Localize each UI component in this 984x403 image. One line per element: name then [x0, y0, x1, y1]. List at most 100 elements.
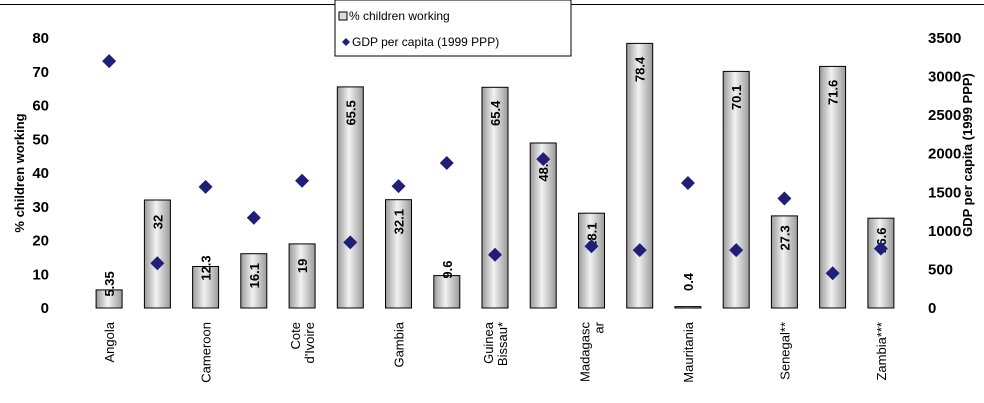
bar-2	[192, 266, 220, 309]
legend: % children working GDP per capita (1999 …	[334, 0, 572, 57]
left-tick-60: 60	[32, 98, 49, 115]
category-label-2: Cameroon	[199, 322, 214, 383]
bar-9	[529, 142, 557, 309]
category-label-16: Zambia***	[874, 322, 889, 381]
category-label-line-0-0: Angola	[102, 321, 117, 362]
bar-1	[143, 199, 171, 309]
bar-4	[288, 243, 316, 309]
bar-3	[240, 253, 268, 309]
gdp-marker-13	[729, 243, 744, 258]
category-label-line-4-0: Cote	[288, 322, 303, 349]
bar-value-label-14: 27.3	[777, 225, 792, 250]
bar-value-label-15: 71.6	[826, 80, 841, 105]
left-tick-20: 20	[32, 233, 49, 250]
bar-5	[336, 86, 364, 309]
category-labels: Angola Cameroon Coted'Ivoire Gambia GuineaBi…	[102, 321, 889, 382]
category-label-14: Senegal**	[777, 322, 792, 380]
category-label-line-2-0: Cameroon	[199, 322, 214, 383]
bar-0	[95, 289, 123, 309]
category-label-0: Angola	[102, 321, 117, 362]
markers-group	[102, 54, 888, 281]
gdp-marker-8	[488, 247, 502, 262]
gdp-marker-6	[391, 179, 406, 194]
right-tick-3000: 3000	[928, 69, 961, 86]
legend-label-gdp: GDP per capita (1999 PPP)	[352, 35, 499, 49]
bar-6	[385, 199, 412, 309]
category-label-line-10-0: Madagasc	[578, 322, 593, 382]
right-tick-1000: 1000	[928, 223, 961, 240]
left-tick-70: 70	[32, 64, 49, 81]
right-axis-ticks: 0 500 1000 1500 2000 2500 3000 3500	[928, 30, 961, 317]
bar-value-label-13: 70.1	[729, 85, 744, 110]
left-tick-40: 40	[32, 165, 49, 182]
gdp-marker-16	[873, 241, 888, 256]
bar-7	[433, 275, 461, 309]
category-label-8: GuineaBissau*	[481, 321, 510, 366]
right-tick-1500: 1500	[928, 184, 961, 201]
gdp-marker-7	[439, 155, 454, 170]
gdp-marker-2	[198, 179, 213, 194]
bar-value-label-8: 65.4	[488, 100, 503, 126]
right-tick-0: 0	[928, 300, 936, 317]
category-label-line-8-1: Bissau*	[495, 322, 510, 366]
bar-value-label-12: 0.4	[681, 272, 696, 291]
bar-10	[578, 212, 605, 309]
category-label-line-12-0: Mauritania	[681, 321, 696, 382]
legend-box	[334, 0, 572, 57]
gdp-marker-0	[102, 54, 117, 69]
left-tick-30: 30	[32, 199, 49, 216]
category-label-line-10-1: ar	[592, 321, 607, 333]
y-axis-title: % children working	[12, 113, 27, 232]
right-tick-2000: 2000	[928, 146, 961, 163]
gdp-marker-9	[536, 152, 551, 167]
bar-value-label-1: 32	[150, 215, 165, 229]
right-tick-3500: 3500	[928, 30, 961, 47]
left-tick-80: 80	[32, 30, 49, 47]
bar-value-label-7: 9.6	[440, 261, 455, 279]
bar-14	[770, 215, 798, 309]
legend-diamond-marker	[342, 38, 350, 46]
gdp-marker-11	[632, 243, 647, 258]
category-label-line-4-1: d'Ivoire	[302, 322, 317, 364]
right-tick-2500: 2500	[928, 107, 961, 124]
gdp-marker-1	[150, 256, 165, 271]
bar-value-label-3: 16.1	[247, 263, 262, 288]
bar-11	[626, 42, 654, 309]
left-tick-10: 10	[32, 266, 49, 283]
category-label-4: Coted'Ivoire	[288, 322, 317, 364]
bar-13	[722, 70, 750, 309]
category-label-line-6-0: Gambia	[392, 321, 407, 367]
gdp-marker-3	[246, 210, 261, 225]
category-label-12: Mauritania	[681, 321, 696, 382]
category-label-line-14-0: Senegal**	[777, 322, 792, 380]
bar-value-label-6: 32.1	[392, 209, 407, 234]
bar-8	[481, 86, 509, 309]
legend-bar-swatch	[338, 11, 348, 21]
right-tick-500: 500	[928, 261, 953, 278]
gdp-marker-10	[584, 239, 599, 254]
bar-16	[867, 217, 895, 309]
y2-axis-title: GDP per capita (1999 PPP)	[960, 73, 975, 237]
gdp-marker-5	[343, 235, 358, 250]
gdp-marker-15	[825, 266, 840, 281]
legend-label-children-working: % children working	[349, 9, 450, 23]
bar-value-label-5: 65.5	[343, 100, 358, 125]
left-tick-50: 50	[32, 131, 49, 148]
left-tick-0: 0	[41, 300, 49, 317]
category-label-line-8-0: Guinea	[481, 321, 496, 364]
gdp-marker-12	[680, 176, 695, 191]
bar-value-label-0: 5.35	[102, 271, 117, 296]
bar-value-label-4: 19	[295, 259, 310, 273]
bars-group	[95, 42, 895, 309]
bar-value-label-2: 12.3	[199, 255, 214, 280]
category-label-10: Madagascar	[578, 321, 607, 382]
bar-12	[674, 306, 702, 309]
bar-value-label-11: 78.4	[633, 56, 648, 82]
category-label-6: Gambia	[392, 321, 407, 367]
bar-value-label-10: 28.1	[585, 223, 600, 248]
category-label-line-16-0: Zambia***	[874, 322, 889, 381]
left-axis-ticks: 0 10 20 30 40 50 60 70 80	[32, 30, 49, 317]
gdp-marker-14	[777, 191, 792, 206]
